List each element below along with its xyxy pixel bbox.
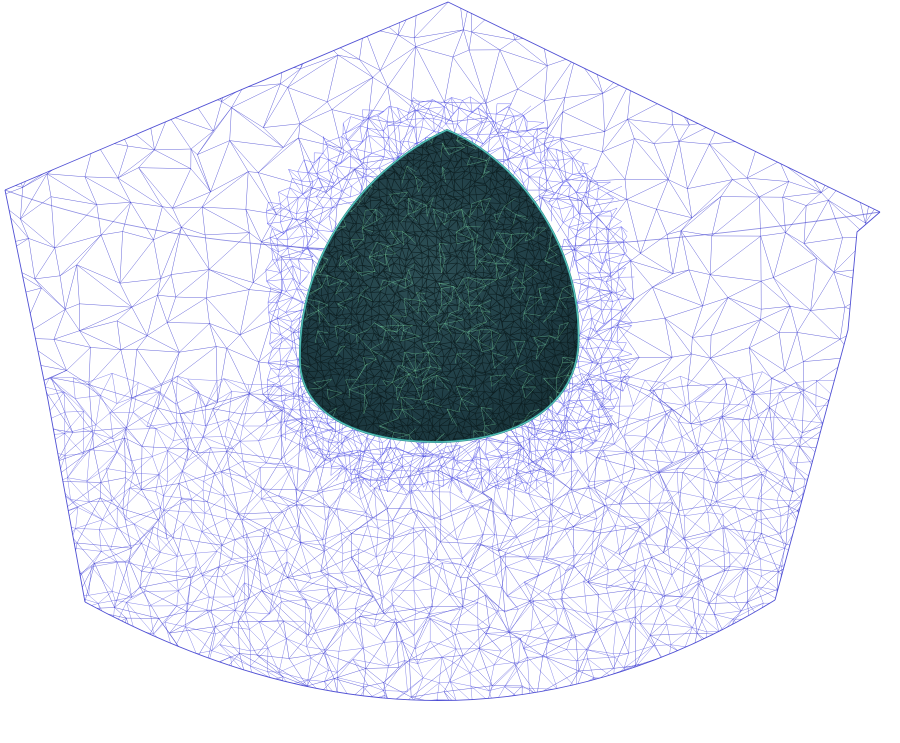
mesh-edges bbox=[265, 96, 635, 495]
inclusion-halo bbox=[265, 96, 635, 495]
